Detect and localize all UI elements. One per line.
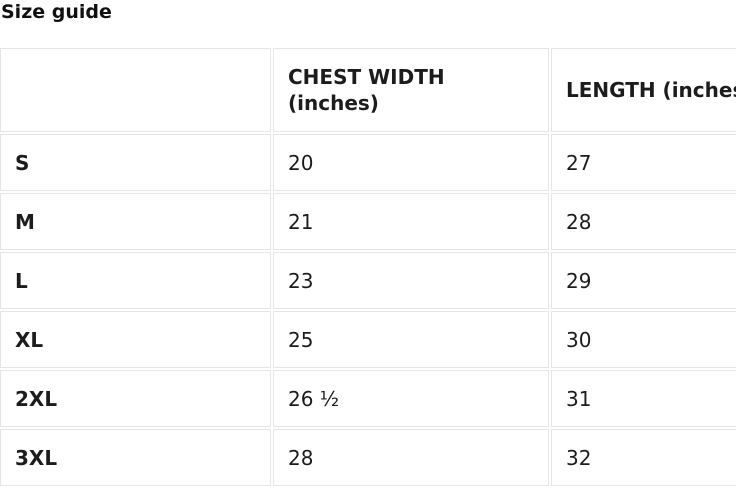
header-cell-chest-width: CHEST WIDTH (inches) — [273, 48, 549, 132]
chest-value: 28 — [273, 429, 549, 486]
table-row: L 23 29 — [0, 252, 736, 309]
table-header-row: CHEST WIDTH (inches) LENGTH (inches) — [0, 48, 736, 132]
length-value: 31 — [551, 370, 736, 427]
chest-value: 21 — [273, 193, 549, 250]
length-value: 30 — [551, 311, 736, 368]
chest-value: 25 — [273, 311, 549, 368]
header-label-chest-width: CHEST WIDTH (inches) — [288, 65, 445, 115]
length-value: 27 — [551, 134, 736, 191]
size-label: S — [0, 134, 271, 191]
length-value: 32 — [551, 429, 736, 486]
chest-value: 26 ½ — [273, 370, 549, 427]
size-guide-table: CHEST WIDTH (inches) LENGTH (inches) S 2… — [0, 48, 736, 488]
table-row: S 20 27 — [0, 134, 736, 191]
table-row: 3XL 28 32 — [0, 429, 736, 486]
page-title: Size guide — [1, 1, 112, 23]
size-label: 2XL — [0, 370, 271, 427]
size-table-container: CHEST WIDTH (inches) LENGTH (inches) S 2… — [0, 48, 736, 490]
table-row: 2XL 26 ½ 31 — [0, 370, 736, 427]
length-value: 28 — [551, 193, 736, 250]
table-row: XL 25 30 — [0, 311, 736, 368]
size-label: L — [0, 252, 271, 309]
chest-value: 23 — [273, 252, 549, 309]
length-value: 29 — [551, 252, 736, 309]
header-cell-size — [0, 48, 271, 132]
chest-value: 20 — [273, 134, 549, 191]
size-label: XL — [0, 311, 271, 368]
header-cell-length: LENGTH (inches) — [551, 48, 736, 132]
size-label: M — [0, 193, 271, 250]
table-row: M 21 28 — [0, 193, 736, 250]
size-label: 3XL — [0, 429, 271, 486]
